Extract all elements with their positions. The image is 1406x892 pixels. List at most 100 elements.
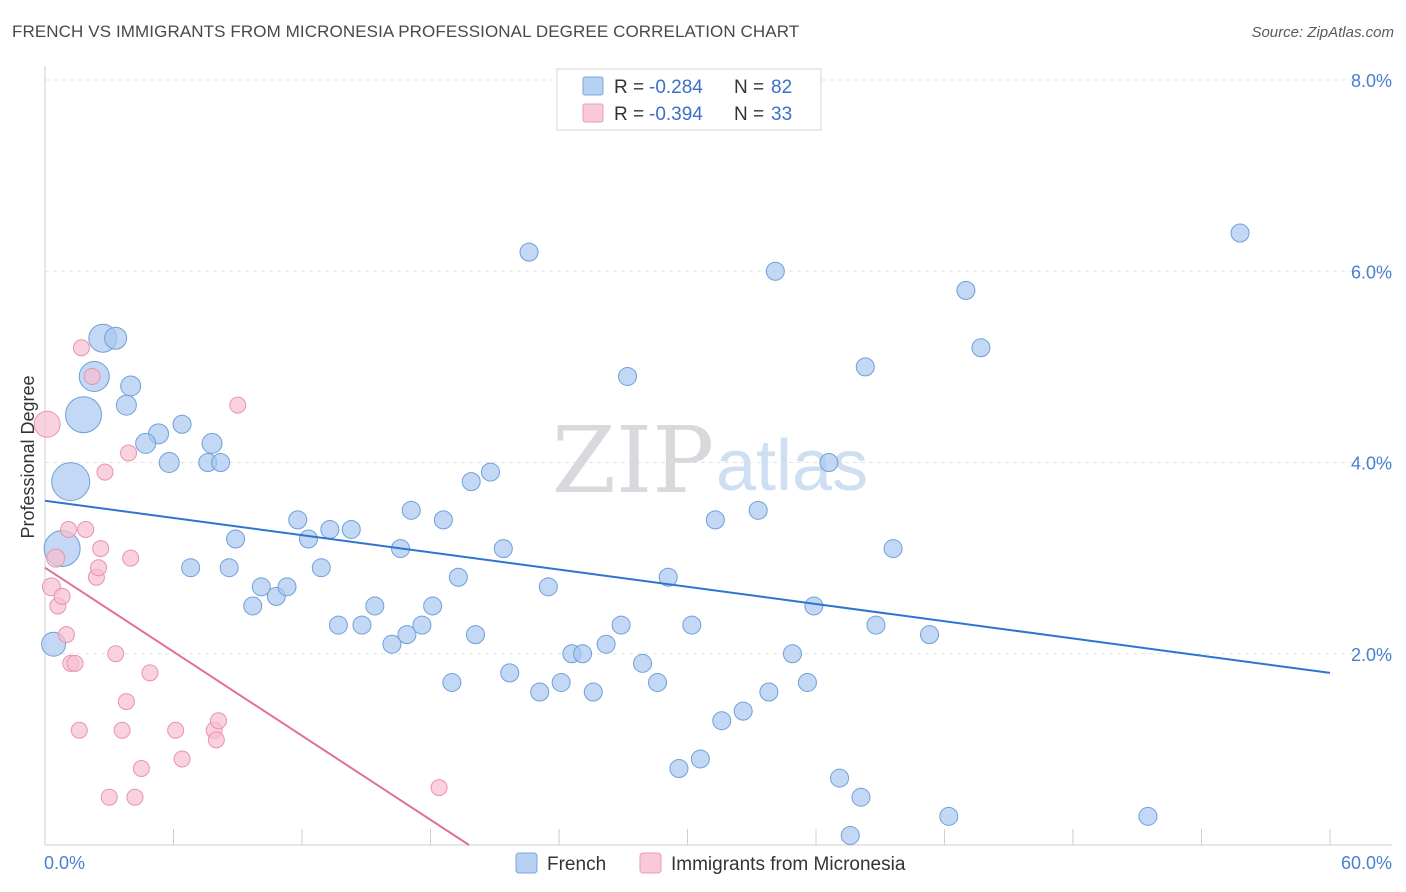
french-point-14: [158, 452, 180, 473]
french-point-67: [782, 644, 802, 664]
series-legend: French Immigrants from Micronesia: [515, 852, 906, 875]
french-point-46: [530, 682, 550, 702]
french-point-51: [583, 682, 603, 702]
grid-lines: [45, 79, 1392, 655]
micronesia-point-5: [57, 626, 75, 644]
french-point-81: [1138, 806, 1158, 826]
micronesia-point-22: [122, 549, 140, 567]
french-point-58: [669, 759, 689, 778]
french-point-65: [759, 682, 779, 702]
micronesia-point-31: [229, 396, 247, 414]
french-point-61: [705, 510, 725, 530]
french-point-37: [433, 510, 453, 530]
french-point-12: [201, 432, 223, 454]
y-tick-label-0: 2.0%: [1351, 645, 1392, 665]
y-tick-labels: 2.0% 4.0% 6.0% 8.0%: [1351, 71, 1392, 665]
micronesia-point-4: [53, 587, 71, 605]
french-point-29: [352, 615, 372, 635]
french-point-21: [277, 577, 297, 597]
french-point-70: [819, 453, 839, 472]
french-point-8: [115, 394, 137, 416]
micronesia-point-32: [430, 779, 448, 797]
stats-legend: R = -0.284 N = 82 R = -0.394 N = 33: [556, 68, 822, 131]
french-point-15: [211, 453, 231, 472]
micronesia-point-18: [107, 645, 125, 663]
micronesia-point-23: [126, 788, 144, 806]
stats-legend-r-value-micronesia: -0.394: [649, 104, 703, 125]
french-point-28: [328, 615, 348, 635]
french-point-36: [423, 596, 443, 616]
french-point-56: [648, 672, 668, 692]
french-point-19: [251, 577, 271, 597]
micronesia-point-20: [117, 693, 135, 711]
french-point-38: [442, 672, 462, 692]
french-point-24: [298, 529, 318, 549]
micronesia-point-30: [209, 712, 227, 730]
french-point-17: [226, 529, 246, 549]
stats-legend-swatch-french: [582, 76, 604, 96]
micronesia-point-14: [90, 559, 108, 577]
french-point-64: [748, 500, 768, 520]
micronesia-point-15: [92, 540, 110, 558]
french-point-27: [341, 519, 361, 539]
micronesia-point-25: [141, 664, 159, 682]
stats-legend-n-value-french: 82: [771, 77, 792, 98]
micronesia-point-19: [113, 721, 131, 739]
french-point-7: [120, 375, 142, 397]
micronesia-point-0: [33, 410, 61, 438]
french-point-59: [682, 615, 702, 635]
french-point-43: [493, 539, 513, 559]
french-point-79: [956, 280, 976, 300]
french-point-11: [172, 414, 192, 434]
stats-legend-r-label: R =: [614, 77, 644, 98]
french-point-50: [573, 644, 593, 664]
french-point-53: [611, 615, 631, 635]
stats-legend-swatch-micronesia: [582, 103, 604, 123]
micronesia-point-21: [120, 444, 138, 462]
micronesia-point-16: [96, 463, 114, 481]
french-trend-line: [44, 499, 1331, 674]
data-points: [33, 223, 1250, 845]
french-point-33: [397, 625, 417, 645]
micronesia-point-17: [100, 788, 118, 806]
micronesia-point-11: [77, 520, 95, 538]
french-point-41: [465, 625, 485, 645]
french-point-76: [883, 539, 903, 559]
x-tick-label-max: 60.0%: [1341, 853, 1392, 873]
micronesia-point-6: [60, 520, 78, 538]
watermark: ZIP atlas: [552, 407, 868, 514]
y-tick-label-1: 4.0%: [1351, 454, 1392, 474]
french-point-22: [243, 596, 263, 616]
french-point-82: [1230, 223, 1250, 243]
watermark-zip: ZIP: [552, 407, 714, 514]
stats-legend-r-label-2: R =: [614, 104, 644, 125]
chart-title: FRENCH VS IMMIGRANTS FROM MICRONESIA PRO…: [12, 22, 800, 41]
french-point-57: [658, 567, 678, 587]
french-point-47: [538, 577, 558, 597]
stats-legend-n-label: N =: [734, 77, 764, 98]
french-point-63: [733, 701, 753, 721]
french-point-10: [135, 432, 157, 454]
y-tick-label-2: 6.0%: [1351, 262, 1392, 282]
french-point-73: [851, 787, 871, 807]
french-point-25: [320, 519, 340, 539]
micronesia-point-9: [70, 721, 88, 739]
french-point-30: [365, 596, 385, 616]
legend-swatch-french: [515, 852, 538, 874]
french-point-62: [712, 711, 732, 731]
french-point-34: [401, 500, 421, 520]
french-point-55: [633, 653, 653, 673]
stats-legend-r-value-french: -0.284: [649, 77, 703, 98]
micronesia-point-12: [83, 367, 101, 385]
french-point-74: [855, 357, 875, 377]
french-point-52: [596, 634, 616, 654]
french-point-42: [480, 462, 500, 482]
watermark-atlas: atlas: [716, 426, 868, 506]
french-point-71: [830, 768, 850, 788]
legend-swatch-micronesia: [639, 852, 662, 874]
french-point-1: [104, 326, 128, 350]
french-point-77: [920, 625, 940, 645]
french-point-4: [51, 462, 91, 502]
french-point-3: [65, 396, 103, 434]
